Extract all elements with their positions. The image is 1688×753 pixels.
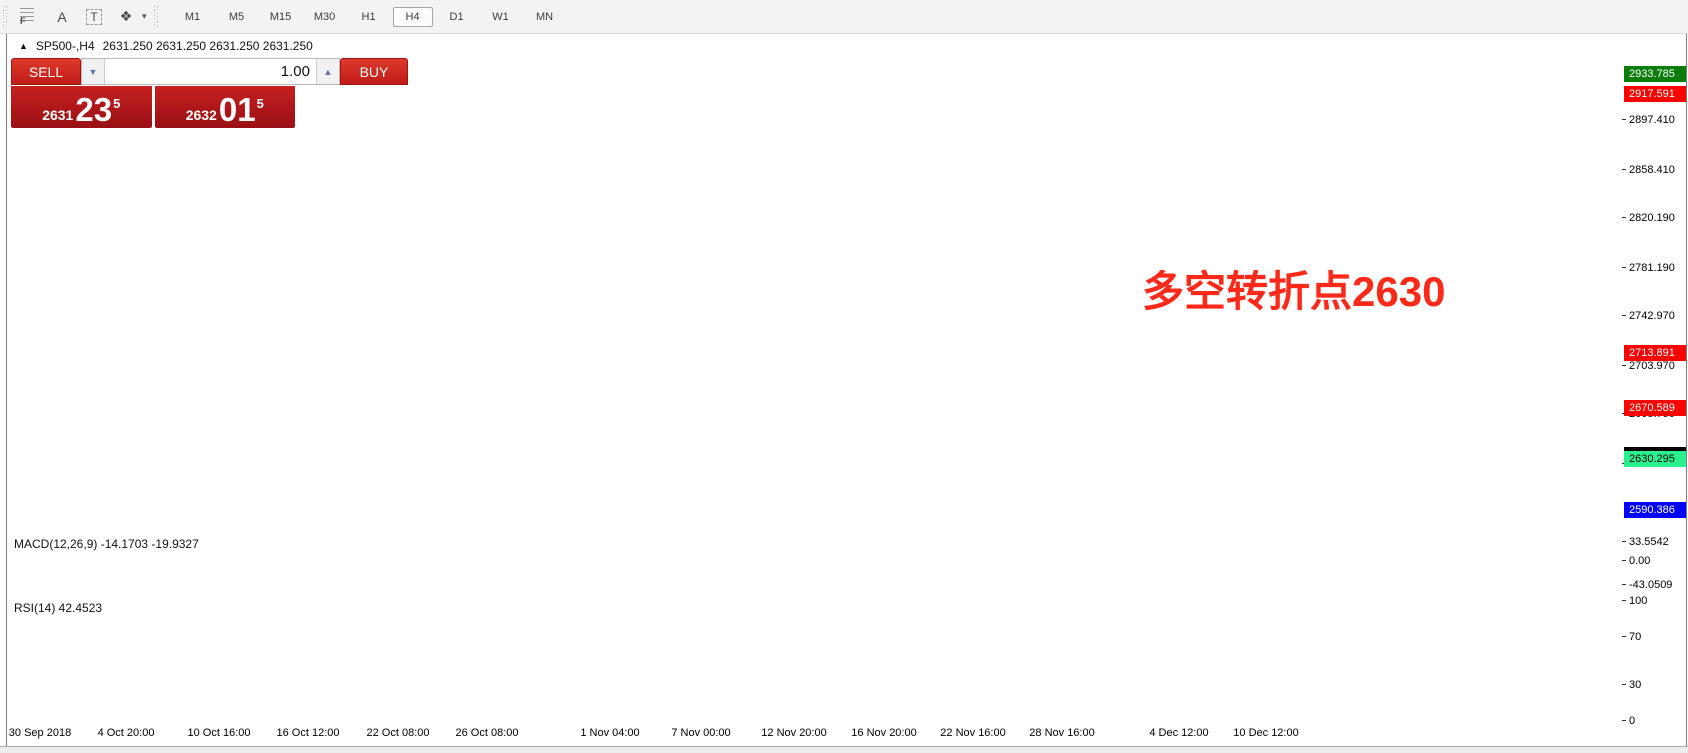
macd-indicator-label: MACD(12,26,9) -14.1703 -19.9327 [14,537,199,551]
timeframe-button-m30[interactable]: M30 [313,10,336,23]
buy-price-stem: 2632 [185,107,217,123]
volume-increase-icon[interactable]: ▲ [316,59,339,84]
chart-window: ▲ SP500-,H4 2631.250 2631.250 2631.250 2… [6,33,1687,752]
time-axis-label: 28 Nov 16:00 [1029,727,1095,739]
volume-decrease-icon[interactable]: ▼ [82,59,105,84]
time-axis-label: 30 Sep 2018 [8,727,72,739]
timeframe-button-h1[interactable]: H1 [361,10,376,23]
text-tool-glyph: T [86,8,102,25]
price-tick-label: 2897.410 [1622,113,1688,127]
time-axis-label: 12 Nov 20:00 [761,727,827,739]
rsi-indicator-label: RSI(14) 42.4523 [14,601,103,615]
fibonacci-tool-icon[interactable]: F [17,4,43,29]
volume-input[interactable] [105,59,316,84]
price-tick-label: 2742.970 [1622,309,1688,323]
sell-price-big: 23 [75,91,113,128]
macd-axis-label: 0.00 [1622,554,1688,568]
price-level-badge: 2917.591 [1624,86,1686,103]
price-tick-label: 2781.190 [1622,261,1688,275]
window-footer [0,746,1688,753]
time-axis-label: 7 Nov 00:00 [671,727,731,739]
symbol-period-label: SP500-,H4 [35,39,95,53]
timeframe-button-w1[interactable]: W1 [492,10,509,23]
rsi-axis-label: 70 [1622,630,1688,644]
time-axis-label: 10 Dec 12:00 [1233,727,1299,739]
timeframe-button-d1[interactable]: D1 [449,10,464,23]
price-level-badge: 2713.891 [1624,345,1686,361]
price-level-badge: 2630.295 [1624,451,1686,468]
price-tick-label: 2703.970 [1622,359,1688,373]
time-axis-label: 16 Nov 20:00 [851,727,917,739]
sell-price-button[interactable]: 2631 23 5 [11,86,152,128]
timeframe-button-m5[interactable]: M5 [228,10,245,23]
buy-price-big: 01 [218,91,256,128]
toolbar-grip[interactable] [3,5,8,28]
buy-button[interactable]: BUY [340,58,408,85]
time-axis-label: 4 Oct 20:00 [97,727,155,739]
chart-header: ▲ SP500-,H4 2631.250 2631.250 2631.250 2… [19,39,313,53]
sell-price-stem: 2631 [42,107,74,123]
time-axis[interactable]: 30 Sep 2018 4 Oct 20:00 10 Oct 16:00 16 Oct… [0,727,1622,745]
price-level-badge: 2933.785 [1624,65,1686,82]
chart-annotation-text[interactable]: 多空转折点2630 [1142,268,1446,315]
arrows-tool-icon[interactable]: ❖ [119,8,133,24]
chevron-down-icon[interactable]: ▾ [142,11,147,21]
toolbar: F A T ❖ ▾ M1 M5 M15 M30 H1 H4 D1 W1 MN [0,0,1688,34]
one-click-trading-panel: SELL ▼ ▲ BUY 2631 23 5 2632 01 5 [11,58,408,128]
macd-axis-label: 33.5542 [1622,535,1688,549]
time-axis-label: 10 Oct 16:00 [187,727,251,739]
price-axis[interactable]: 2897.410 2858.410 2820.190 2781.190 2742.970… [1622,0,1688,753]
rsi-axis-label: 0 [1622,714,1688,728]
timeframe-buttons: M1 M5 M15 M30 H1 H4 D1 W1 MN [171,6,567,27]
timeframe-button-h4[interactable]: H4 [392,6,433,27]
time-axis-label: 1 Nov 04:00 [580,727,640,739]
text-label-tool-icon[interactable]: A [57,8,67,25]
price-tick-label: 2858.410 [1622,163,1688,177]
ohlc-quote-line: 2631.250 2631.250 2631.250 2631.250 [102,39,313,53]
time-axis-label: 16 Oct 12:00 [276,727,340,739]
time-axis-label: 22 Nov 16:00 [940,727,1006,739]
price-level-badge: 2670.589 [1624,400,1686,416]
price-tick-label: 2820.190 [1622,211,1688,225]
time-axis-label: 22 Oct 08:00 [366,727,430,739]
timeframe-button-m15[interactable]: M15 [269,10,292,23]
sell-price-sup: 5 [113,96,121,111]
macd-axis-label: -43.0509 [1622,578,1688,592]
price-level-badge: 2590.386 [1624,501,1686,518]
sell-button[interactable]: SELL [11,58,81,85]
rsi-axis-label: 30 [1622,678,1688,692]
rsi-axis-label: 100 [1622,594,1688,608]
text-tool-icon[interactable]: T [81,5,107,29]
time-axis-label: 26 Oct 08:00 [455,727,519,739]
collapse-quote-icon[interactable]: ▲ [19,41,28,51]
timeframe-button-m1[interactable]: M1 [184,10,201,23]
buy-price-button[interactable]: 2632 01 5 [154,86,295,128]
volume-stepper: ▼ ▲ [81,58,340,85]
periods-toolbar-grip[interactable] [153,5,159,28]
buy-price-sup: 5 [256,96,264,111]
time-axis-label: 4 Dec 12:00 [1149,727,1209,739]
timeframe-button-mn[interactable]: MN [535,10,554,23]
